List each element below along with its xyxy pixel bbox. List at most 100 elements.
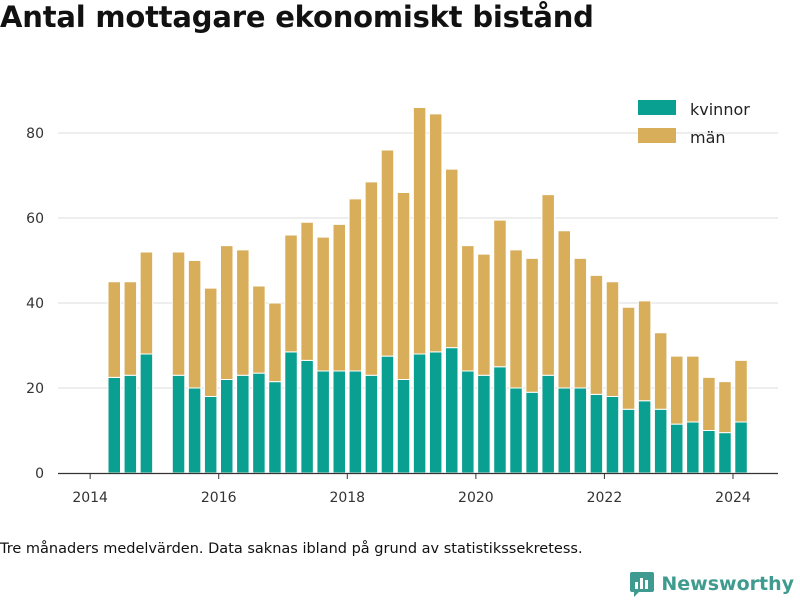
bar-man	[445, 168, 459, 349]
bar-kvinnor	[348, 370, 363, 474]
bar-man	[316, 236, 330, 372]
bar-kvinnor	[268, 381, 282, 474]
bar-kvinnor	[589, 393, 604, 474]
bar-man	[300, 221, 314, 361]
legend-swatch-kvinnor	[638, 100, 676, 115]
chart-caption: Tre månaders medelvärden. Data saknas ib…	[0, 541, 583, 557]
bar-kvinnor	[670, 423, 684, 474]
bar-kvinnor	[445, 347, 459, 474]
bar-kvinnor	[332, 370, 346, 474]
bar-kvinnor	[236, 374, 250, 474]
bar-kvinnor	[477, 374, 491, 474]
stacked-bar-chart: 0 20 40 60 80 2014 2016 2018 2020 2022 2024 kvinno…	[26, 100, 778, 506]
bar-kvinnor	[380, 355, 395, 474]
bar-man	[412, 107, 427, 355]
x-tick-label: 2022	[587, 490, 623, 506]
brand-name: Newsworthy	[661, 573, 794, 595]
legend-label-man: män	[690, 128, 726, 147]
bar-man	[541, 194, 555, 376]
bar-kvinnor	[203, 396, 218, 474]
bar-kvinnor	[557, 387, 571, 474]
bar-kvinnor	[412, 353, 427, 474]
bar-kvinnor	[734, 421, 748, 474]
bar-kvinnor	[541, 374, 555, 474]
bar-kvinnor	[187, 387, 202, 474]
bar-kvinnor	[428, 351, 443, 474]
bar-kvinnor	[139, 353, 154, 474]
y-tick-label: 80	[26, 126, 44, 142]
bar-kvinnor	[396, 379, 411, 474]
bar-man	[493, 219, 507, 368]
bars	[107, 107, 748, 474]
bar-man	[653, 332, 668, 410]
bar-man	[428, 113, 443, 353]
bar-kvinnor	[220, 379, 234, 474]
bar-kvinnor	[252, 372, 266, 474]
axes: 0 20 40 60 80 2014 2016 2018 2020 2022 2024	[26, 126, 778, 506]
bar-man	[686, 355, 700, 423]
bar-kvinnor	[300, 359, 314, 474]
bar-man	[348, 198, 363, 372]
bar-kvinnor	[686, 421, 700, 474]
bar-kvinnor	[493, 366, 507, 474]
bar-man	[203, 287, 218, 397]
bar-kvinnor	[107, 376, 121, 474]
bar-man	[187, 260, 202, 389]
bar-man	[509, 249, 523, 389]
bar-kvinnor	[171, 374, 186, 474]
bar-man	[557, 230, 571, 389]
y-tick-label: 20	[26, 381, 44, 397]
bar-kvinnor	[284, 351, 298, 474]
bar-man	[268, 302, 282, 383]
y-tick-label: 60	[26, 211, 44, 227]
bar-kvinnor	[316, 370, 330, 474]
bar-man	[734, 359, 748, 423]
bar-kvinnor	[653, 408, 668, 474]
bar-man	[252, 285, 266, 374]
x-tick-label: 2020	[458, 490, 494, 506]
bar-man	[236, 249, 250, 376]
bar-kvinnor	[573, 387, 588, 474]
bar-kvinnor	[509, 387, 523, 474]
bar-man	[589, 274, 604, 395]
bar-kvinnor	[461, 370, 475, 474]
legend: kvinnor män	[638, 100, 750, 147]
page-title: Antal mottagare ekonomiskt bistånd	[0, 0, 594, 34]
brand-logo: Newsworthy	[629, 569, 794, 599]
bar-man	[621, 306, 636, 410]
bar-man	[107, 281, 121, 378]
newsworthy-logo-icon	[630, 572, 655, 597]
bar-kvinnor	[637, 400, 652, 474]
bar-man	[139, 251, 154, 355]
bar-man	[525, 257, 539, 393]
bar-man	[702, 376, 716, 431]
x-tick-label: 2018	[329, 490, 365, 506]
bar-kvinnor	[621, 408, 636, 474]
legend-label-kvinnor: kvinnor	[690, 100, 750, 119]
bar-man	[220, 245, 234, 380]
bar-man	[461, 245, 475, 372]
bar-man	[380, 149, 395, 357]
bar-man	[123, 281, 138, 376]
bar-man	[332, 223, 346, 372]
bar-kvinnor	[364, 374, 379, 474]
bar-kvinnor	[605, 396, 620, 474]
x-tick-label: 2016	[201, 490, 237, 506]
x-tick-label: 2024	[715, 490, 751, 506]
bar-man	[718, 381, 732, 434]
bar-kvinnor	[525, 391, 539, 474]
bar-kvinnor	[123, 374, 138, 474]
bar-man	[637, 300, 652, 402]
bar-man	[477, 253, 491, 376]
bar-man	[396, 192, 411, 380]
legend-swatch-man	[638, 128, 676, 143]
bar-man	[670, 355, 684, 425]
y-tick-label: 0	[35, 466, 44, 482]
bar-man	[605, 281, 620, 397]
x-tick-label: 2014	[72, 490, 108, 506]
bar-kvinnor	[702, 430, 716, 474]
bar-man	[573, 257, 588, 389]
bar-kvinnor	[718, 432, 732, 474]
bar-man	[171, 251, 186, 376]
y-tick-label: 40	[26, 296, 44, 312]
